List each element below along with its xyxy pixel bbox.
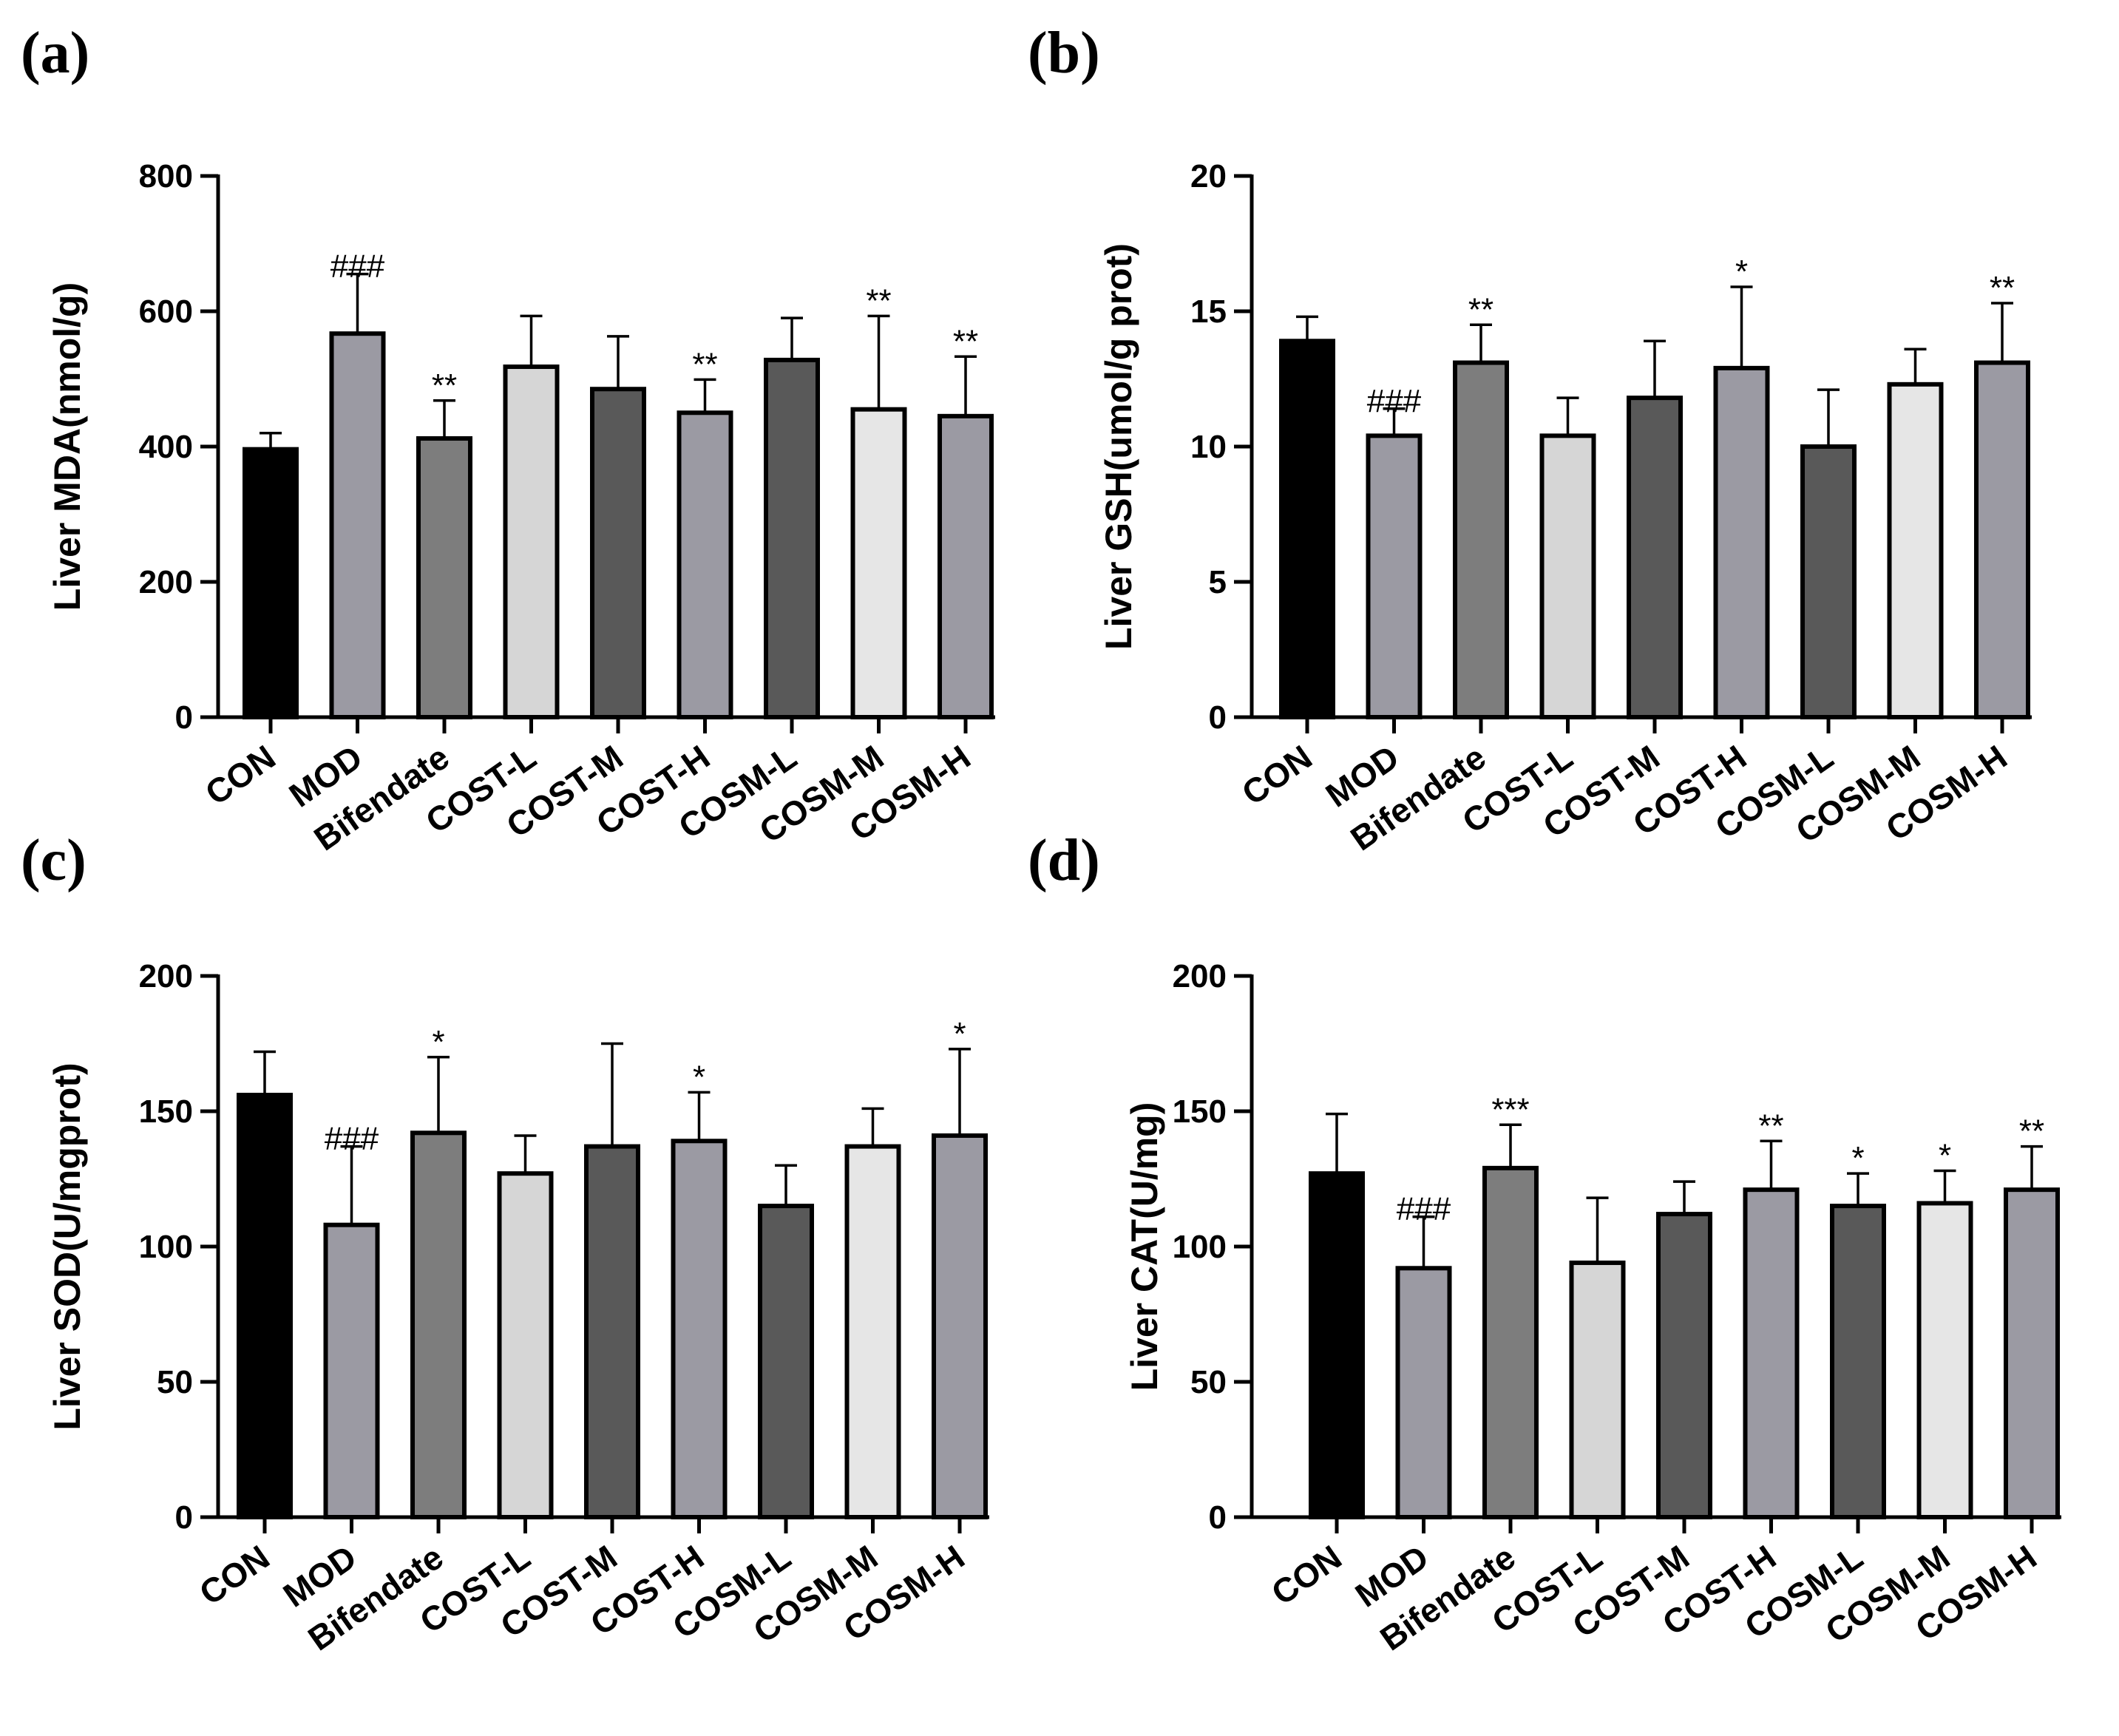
bar-mod [1366, 433, 1423, 719]
y-tick-label: 10 [1190, 429, 1227, 465]
y-tick-label: 20 [1190, 158, 1227, 194]
bar-cost-l [1539, 433, 1596, 719]
y-tick-label: 0 [1209, 1499, 1227, 1536]
significance-mark: ** [692, 346, 717, 382]
x-tick-label: CON [1235, 738, 1319, 813]
y-axis-title: Liver SOD(U/mgprot) [47, 1062, 88, 1430]
significance-mark: * [432, 1024, 444, 1060]
significance-mark: ** [432, 367, 457, 404]
y-tick-label: 150 [139, 1094, 193, 1130]
y-tick-label: 50 [157, 1364, 193, 1400]
x-tick-label: CON [198, 738, 282, 813]
y-tick-label: 0 [175, 1499, 193, 1536]
bar-cosm-l [1830, 1204, 1886, 1519]
bar-bifendate [1453, 360, 1509, 719]
bar-cosm-h [1974, 360, 2030, 719]
bar-con [243, 447, 299, 719]
panel-label: (c) [21, 828, 87, 893]
bar-cost-h [677, 410, 733, 719]
significance-mark: ** [2019, 1113, 2044, 1150]
bar-cosm-l [1800, 444, 1857, 719]
y-tick-label: 5 [1209, 564, 1227, 600]
bar-cosm-h [2004, 1187, 2060, 1519]
y-tick-label: 200 [139, 564, 193, 600]
significance-mark: * [1939, 1138, 1951, 1174]
bar-cost-m [1656, 1212, 1712, 1519]
significance-mark: * [1735, 254, 1748, 290]
y-tick-label: 50 [1190, 1364, 1227, 1400]
bar-mod [329, 331, 386, 719]
y-tick-label: 0 [175, 699, 193, 736]
bar-cosm-h [938, 413, 994, 719]
bar-cost-l [503, 365, 560, 719]
chart-panel-sod: (c) 0 50 100 150 200 Liver SOD(U/mgprot) CON ###… [21, 828, 989, 1658]
bar-cosm-m [844, 1144, 901, 1519]
bar-cost-m [590, 387, 646, 719]
panel-label: (a) [21, 21, 89, 86]
bar-cosm-l [764, 357, 820, 719]
significance-mark: ### [1397, 1191, 1451, 1227]
y-tick-label: 200 [1173, 958, 1227, 994]
y-tick-label: 200 [139, 958, 193, 994]
significance-mark: ** [953, 323, 978, 359]
significance-mark: *** [1491, 1091, 1529, 1128]
bar-con [1279, 339, 1335, 719]
bar-bifendate [410, 1130, 467, 1519]
significance-mark: ** [1468, 291, 1494, 328]
bar-cosm-m [850, 407, 907, 719]
bar-con [237, 1093, 293, 1520]
y-tick-label: 100 [1173, 1229, 1227, 1265]
bar-cosm-l [758, 1204, 814, 1519]
significance-mark: ** [1990, 270, 2015, 306]
y-axis-title: Liver GSH(umol/g prot) [1098, 243, 1139, 650]
significance-mark: ### [1367, 383, 1422, 419]
y-tick-label: 15 [1190, 294, 1227, 330]
bar-bifendate [416, 436, 472, 720]
bar-cost-h [1743, 1187, 1800, 1519]
bar-cost-m [584, 1144, 640, 1519]
bar-bifendate [1482, 1165, 1539, 1519]
y-tick-label: 400 [139, 429, 193, 465]
bar-cost-m [1627, 396, 1683, 719]
y-tick-label: 600 [139, 294, 193, 330]
y-axis-title: Liver CAT(U/mg) [1124, 1102, 1165, 1391]
panel-label: (d) [1028, 828, 1100, 893]
bar-cosm-m [1887, 382, 1944, 719]
significance-mark: ** [1758, 1108, 1783, 1144]
x-tick-label: CON [192, 1538, 277, 1613]
bar-cost-h [671, 1139, 728, 1519]
bar-mod [1395, 1266, 1452, 1520]
y-tick-label: 100 [139, 1229, 193, 1265]
significance-mark: ### [325, 1121, 379, 1157]
bar-cosm-m [1916, 1201, 1973, 1519]
bar-cosm-h [932, 1133, 988, 1519]
significance-mark: * [1851, 1140, 1864, 1176]
bar-mod [323, 1222, 380, 1519]
y-tick-label: 800 [139, 158, 193, 194]
y-tick-label: 150 [1173, 1094, 1227, 1130]
bar-cost-l [1569, 1260, 1626, 1519]
panel-label: (b) [1028, 21, 1100, 86]
bar-con [1309, 1171, 1365, 1520]
y-tick-label: 0 [1209, 699, 1227, 736]
bar-cost-h [1713, 365, 1770, 719]
bar-cost-l [497, 1171, 554, 1520]
significance-mark: * [693, 1059, 705, 1095]
significance-mark: * [953, 1016, 966, 1052]
x-tick-label: CON [1264, 1538, 1349, 1613]
significance-mark: ** [866, 282, 891, 319]
significance-mark: ### [330, 248, 385, 285]
y-axis-title: Liver MDA(nmol/g) [47, 282, 88, 611]
